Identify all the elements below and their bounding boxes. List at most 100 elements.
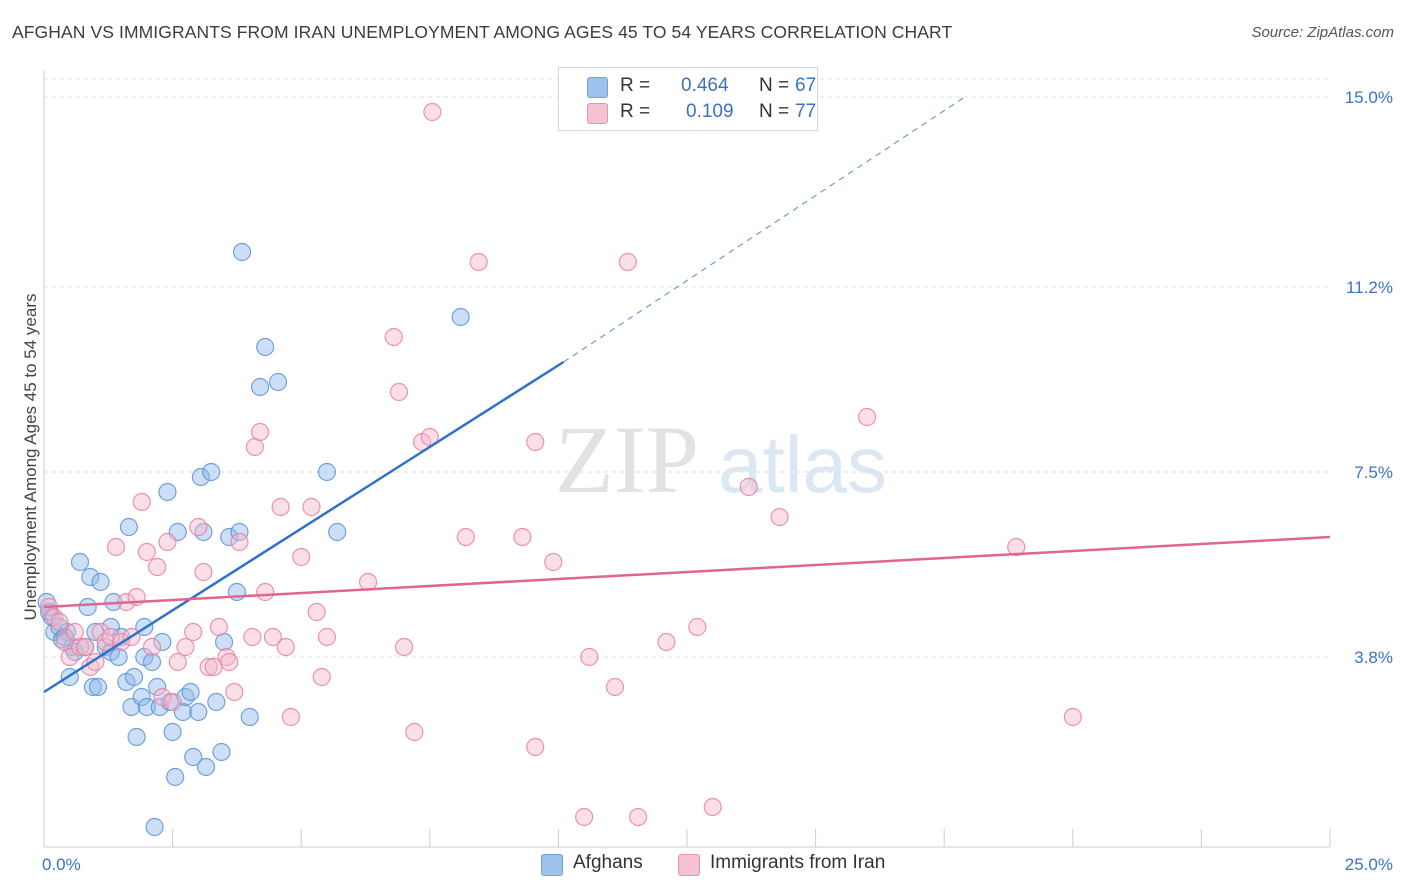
iran-point [307,602,326,622]
iran-point [394,637,414,657]
r-label: R = [620,101,651,122]
x-tick-label: 0.0% [42,855,81,874]
iran-point [148,557,167,577]
afghans-point [184,747,203,767]
iran-point [91,622,110,642]
afghans-point [328,522,347,542]
iran-point [101,627,120,647]
afghans-point [132,687,151,707]
iran-point [96,632,115,652]
iran-point [106,537,126,557]
iran-point [770,507,789,527]
y-axis-label: Unemployment Among Ages 45 to 54 years [21,294,40,621]
iran-point [703,797,722,817]
iran-point [189,517,208,537]
iran-point [176,637,195,657]
afghans-point [127,727,146,747]
iran-point [292,547,311,567]
afghans-point [191,467,210,487]
n-value-iran: 77 [795,101,817,122]
r-value-afghans: 0.464 [681,75,729,96]
afghans-point [317,462,337,482]
afghans-point [268,372,288,392]
iran-point [168,652,187,672]
afghans-point [451,307,470,327]
afghans-point [163,722,182,742]
afghans-point [230,522,249,542]
iran-point [1007,537,1026,557]
iran-point [153,687,172,707]
iran-point [629,807,648,827]
afghans-point [83,677,102,697]
stats-legend-swatch-afghans [587,77,608,98]
iran-point [317,627,337,647]
r-value-iran: 0.109 [686,101,734,122]
stats-legend-swatch-iran [587,103,608,124]
n-label: N = [759,75,790,96]
iran-point [225,682,244,702]
iran-point [142,637,162,657]
series-afghans-points [37,242,470,837]
afghans-point [91,572,110,592]
iran-point [544,552,563,572]
iran-point [199,657,218,677]
afghans-point [220,527,239,547]
iran-point [45,607,64,627]
afghans-point [119,517,138,537]
iran-point [250,422,270,442]
afghans-point [212,742,231,762]
r-label: R = [620,75,651,96]
afghans-point [142,652,162,672]
trend-lines [43,96,1331,694]
iran-point [256,582,275,602]
iran-point [137,542,156,562]
afghans-point [181,682,200,702]
iran-point [132,492,151,512]
legend-swatch-iran [678,854,700,876]
iran-point [50,612,69,632]
afghans-point [196,757,216,777]
iran-point [70,637,90,657]
iran-point [456,527,475,547]
afghans-trend-line [43,360,565,694]
legend-label-iran: Immigrants from Iran [710,852,886,873]
afghans-point [232,242,252,262]
y-tick-labels: 3.8% 7.5% 11.2% 15.0% [1345,88,1393,667]
iran-point [575,807,594,827]
afghans-point [194,522,213,542]
afghans-point [250,377,270,397]
afghans-point [148,677,167,697]
afghans-point [153,632,172,652]
iran-point [281,707,301,727]
legend-swatch-afghans [541,854,563,876]
iran-point [276,637,295,657]
iran-point [469,252,488,272]
n-value-afghans: 67 [795,75,817,96]
iran-point [580,647,599,667]
afghans-point [207,692,226,712]
iran-point [194,562,213,582]
iran-point [405,722,424,742]
iran-point [312,667,331,687]
y-tick-label: 11.2% [1346,278,1393,297]
afghans-point [166,767,185,787]
iran-trend-line [43,535,1331,609]
n-label: N = [759,101,790,122]
iran-point [423,102,442,122]
iran-point [209,617,228,637]
iran-point [657,632,676,652]
iran-point [163,692,182,712]
iran-point [526,432,545,452]
afghans-point [189,702,208,722]
afghans-point [256,337,275,357]
iran-point [263,627,283,647]
y-tick-label: 15.0% [1345,88,1393,107]
iran-point [271,497,290,517]
iran-point [184,622,203,642]
legend-label-afghans: Afghans [573,852,643,873]
iran-point [618,252,637,272]
afghans-point [88,677,108,697]
afghans-point [70,552,90,572]
iran-point [217,647,236,667]
iran-point [857,407,877,427]
